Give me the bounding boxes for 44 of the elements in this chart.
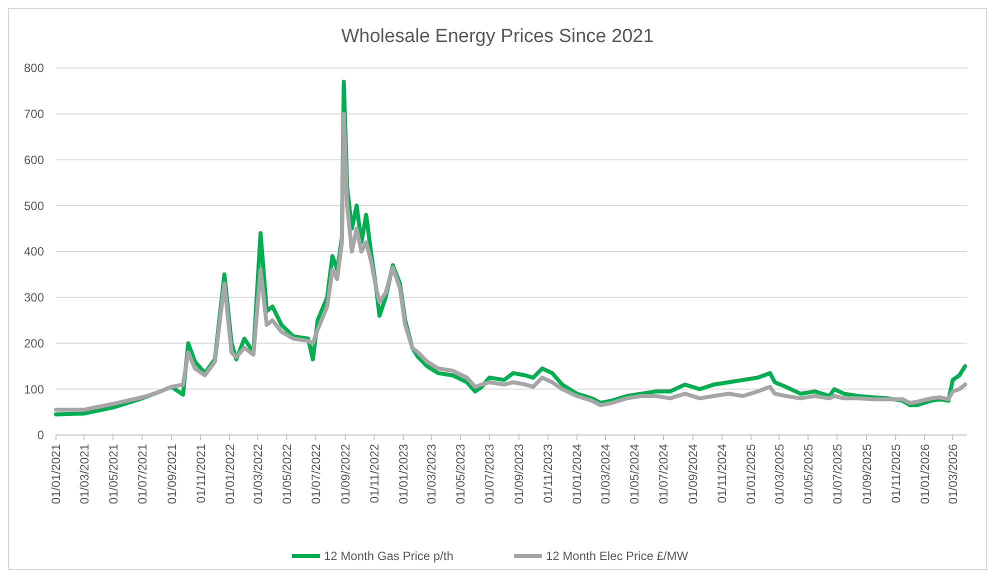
- x-tick-label: 01/03/2023: [424, 444, 439, 504]
- y-tick-label: 400: [24, 244, 44, 259]
- legend-label: 12 Month Gas Price p/th: [324, 549, 454, 564]
- x-tick-label: 01/09/2021: [164, 444, 179, 504]
- y-tick-label: 100: [24, 382, 44, 396]
- x-tick-label: 01/09/2023: [512, 444, 526, 504]
- x-tick-label: 01/09/2022: [338, 444, 352, 504]
- x-tick-label: 01/07/2021: [135, 444, 150, 504]
- y-tick-label: 300: [24, 290, 44, 305]
- x-tick-label: 01/09/2025: [860, 444, 874, 504]
- y-tick-label: 800: [24, 61, 44, 76]
- x-tick-label: 01/01/2026: [918, 444, 932, 504]
- x-tick-label: 01/05/2024: [628, 444, 642, 504]
- x-tick-label: 01/05/2022: [280, 444, 294, 504]
- x-tick-label: 01/01/2024: [570, 444, 584, 504]
- x-tick-label: 01/03/2026: [946, 444, 960, 504]
- x-tick-label: 01/05/2023: [454, 444, 468, 504]
- x-tick-label: 01/05/2021: [106, 444, 120, 504]
- x-tick-label: 01/07/2025: [830, 444, 844, 504]
- legend-label: 12 Month Elec Price £/MW: [546, 549, 689, 564]
- x-tick-label: 01/03/2022: [250, 444, 265, 504]
- y-tick-label: 0: [37, 428, 44, 442]
- y-tick-label: 700: [24, 107, 44, 122]
- x-tick-label: 01/01/2022: [222, 444, 237, 504]
- x-tick-label: 01/03/2021: [77, 444, 92, 504]
- x-tick-label: 01/07/2022: [308, 444, 323, 504]
- x-tick-label: 01/01/2025: [744, 444, 758, 504]
- x-tick-label: 01/07/2024: [656, 444, 671, 504]
- chart-title: Wholesale Energy Prices Since 2021: [341, 26, 654, 47]
- y-tick-label: 200: [24, 336, 44, 350]
- x-tick-label: 01/11/2023: [541, 444, 556, 504]
- y-tick-label: 600: [24, 152, 44, 167]
- x-tick-label: 01/11/2022: [367, 444, 382, 504]
- x-tick-label: 01/11/2025: [888, 444, 903, 504]
- x-tick-label: 01/01/2023: [396, 444, 410, 504]
- x-tick-label: 01/03/2025: [772, 444, 786, 504]
- y-tick-label: 500: [24, 198, 44, 213]
- x-tick-label: 01/03/2024: [598, 444, 613, 504]
- x-tick-label: 01/11/2021: [194, 444, 208, 504]
- x-tick-label: 01/01/2021: [49, 444, 64, 504]
- x-tick-label: 01/11/2024: [715, 444, 730, 504]
- x-tick-label: 01/09/2024: [686, 444, 700, 504]
- x-tick-label: 01/07/2023: [482, 444, 497, 504]
- x-tick-label: 01/05/2025: [801, 444, 816, 504]
